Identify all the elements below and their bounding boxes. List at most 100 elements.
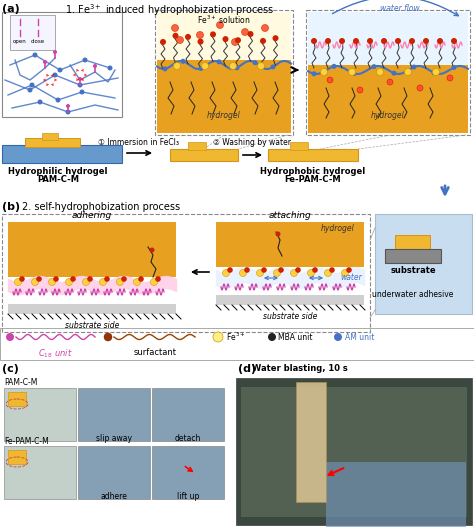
Text: attaching: attaching xyxy=(269,211,311,220)
Circle shape xyxy=(346,267,352,273)
Circle shape xyxy=(423,38,429,44)
Circle shape xyxy=(260,38,266,44)
Bar xyxy=(306,10,470,135)
Circle shape xyxy=(172,24,179,32)
Text: close: close xyxy=(31,39,45,44)
Text: Fe-PAM-C-M: Fe-PAM-C-M xyxy=(4,437,49,446)
Circle shape xyxy=(15,278,21,286)
Circle shape xyxy=(392,71,396,76)
Circle shape xyxy=(339,38,345,44)
Circle shape xyxy=(376,69,383,75)
Text: water: water xyxy=(340,274,362,282)
Circle shape xyxy=(327,77,333,83)
Circle shape xyxy=(244,267,250,273)
Circle shape xyxy=(278,267,284,273)
Bar xyxy=(375,214,472,314)
Circle shape xyxy=(185,34,191,40)
Text: open: open xyxy=(13,39,27,44)
Circle shape xyxy=(6,333,14,341)
Text: Hydrophobic hydrogel: Hydrophobic hydrogel xyxy=(260,167,365,176)
Circle shape xyxy=(227,267,233,273)
Text: ① Immersion in FeCl₃: ① Immersion in FeCl₃ xyxy=(99,138,180,147)
Circle shape xyxy=(163,66,167,71)
Circle shape xyxy=(311,71,317,76)
Circle shape xyxy=(138,276,144,282)
Text: (d): (d) xyxy=(238,364,256,374)
Circle shape xyxy=(295,267,301,273)
Bar xyxy=(268,149,358,161)
Circle shape xyxy=(78,83,82,87)
Bar xyxy=(188,142,206,150)
Circle shape xyxy=(217,60,221,64)
Circle shape xyxy=(155,276,161,282)
Circle shape xyxy=(181,59,185,64)
Text: slip away: slip away xyxy=(96,434,132,443)
Circle shape xyxy=(37,100,43,104)
Text: substrate side: substrate side xyxy=(65,321,119,330)
Circle shape xyxy=(108,65,112,71)
Circle shape xyxy=(431,70,437,75)
Bar xyxy=(326,462,466,527)
Circle shape xyxy=(199,66,203,71)
Bar xyxy=(78,388,150,441)
Circle shape xyxy=(19,276,25,282)
Bar xyxy=(8,450,26,464)
Text: lift up: lift up xyxy=(177,492,199,501)
Circle shape xyxy=(308,269,315,277)
Circle shape xyxy=(217,22,224,28)
Circle shape xyxy=(173,33,179,39)
Circle shape xyxy=(262,24,268,32)
Circle shape xyxy=(381,38,387,44)
Circle shape xyxy=(66,104,70,108)
Circle shape xyxy=(78,77,82,81)
Bar xyxy=(152,388,224,441)
Bar xyxy=(8,222,176,277)
Text: (a): (a) xyxy=(2,4,20,14)
Bar xyxy=(157,60,291,133)
Text: detach: detach xyxy=(175,434,201,443)
Bar xyxy=(296,382,326,502)
Bar xyxy=(8,304,176,314)
Circle shape xyxy=(352,71,356,76)
Bar xyxy=(2,12,122,117)
Text: substrate side: substrate side xyxy=(263,312,317,321)
Bar xyxy=(10,15,55,50)
Text: water flow: water flow xyxy=(380,4,420,13)
Text: underwater adhesive: underwater adhesive xyxy=(372,290,454,299)
Circle shape xyxy=(27,87,33,93)
Bar xyxy=(385,249,441,263)
Circle shape xyxy=(104,276,110,282)
Circle shape xyxy=(160,39,166,45)
Circle shape xyxy=(325,269,331,277)
Circle shape xyxy=(197,32,203,38)
Circle shape xyxy=(447,75,453,81)
Circle shape xyxy=(395,38,401,44)
Circle shape xyxy=(311,38,317,44)
Bar xyxy=(8,392,26,406)
Text: adhering: adhering xyxy=(72,211,112,220)
Circle shape xyxy=(149,248,155,252)
Text: hydrogel: hydrogel xyxy=(371,111,405,120)
Bar xyxy=(152,446,224,499)
Bar xyxy=(4,446,76,499)
Circle shape xyxy=(198,38,203,45)
Circle shape xyxy=(320,69,328,75)
Circle shape xyxy=(93,64,97,68)
Circle shape xyxy=(256,269,264,277)
Text: 1. Fe$^{3+}$ induced hydrophobization process: 1. Fe$^{3+}$ induced hydrophobization pr… xyxy=(65,2,275,18)
Text: PAM-C-M: PAM-C-M xyxy=(4,378,37,387)
Bar xyxy=(170,149,238,161)
Circle shape xyxy=(291,269,298,277)
Text: ② Washing by water: ② Washing by water xyxy=(213,138,291,147)
Circle shape xyxy=(29,83,35,87)
Circle shape xyxy=(43,60,47,64)
Circle shape xyxy=(432,69,439,75)
Circle shape xyxy=(36,276,42,282)
Circle shape xyxy=(222,269,229,277)
Circle shape xyxy=(268,333,276,341)
Bar xyxy=(2,214,370,332)
Text: Fe$^{3+}$: Fe$^{3+}$ xyxy=(226,331,246,343)
Text: Fe$^{3+}$ solution: Fe$^{3+}$ solution xyxy=(197,14,251,26)
Bar xyxy=(155,10,293,135)
Circle shape xyxy=(151,278,157,286)
